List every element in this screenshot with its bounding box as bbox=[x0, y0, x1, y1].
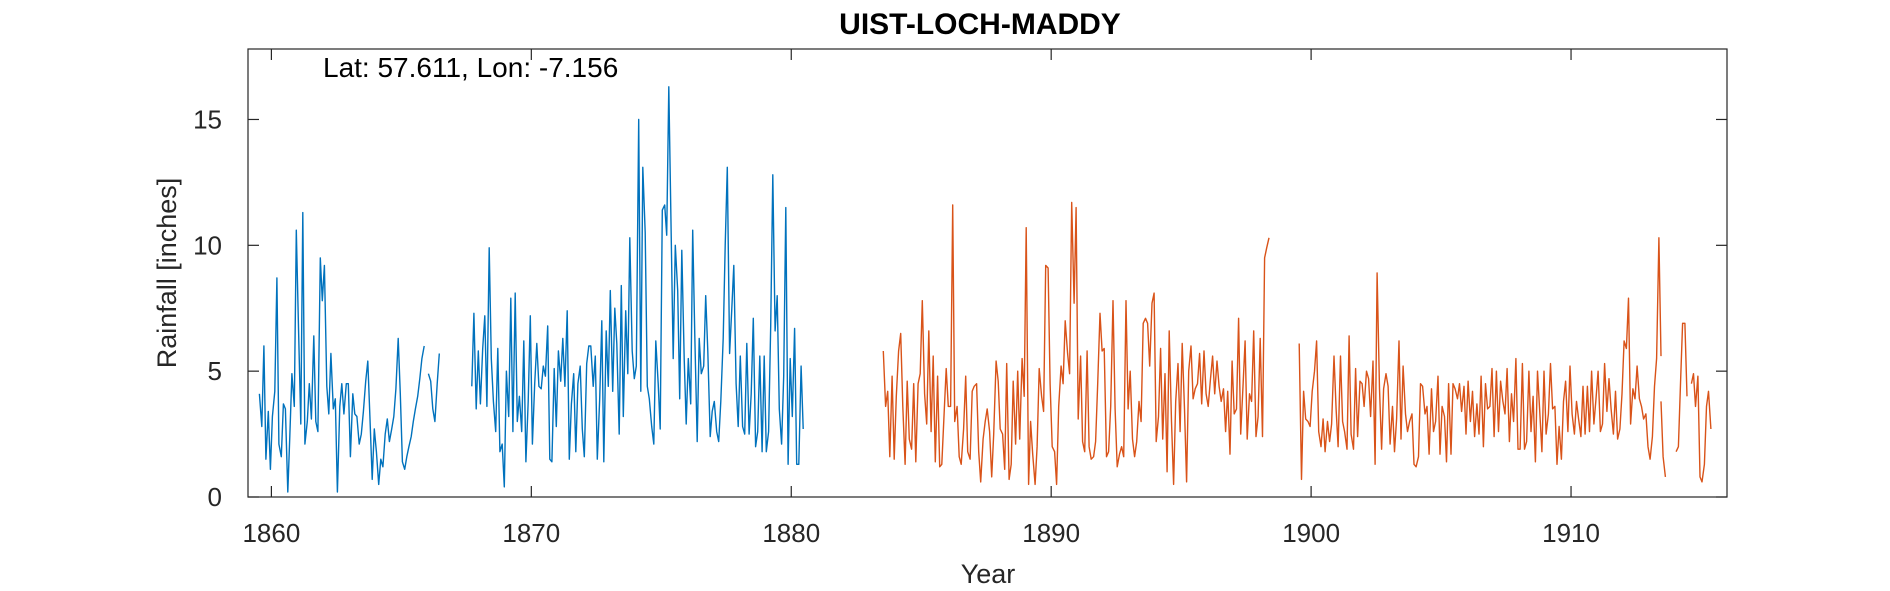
series-2-segment-5 bbox=[1690, 373, 1712, 483]
series-1-segment-3 bbox=[471, 86, 804, 488]
x-tick-label: 1900 bbox=[1282, 518, 1340, 548]
y-tick-label: 15 bbox=[193, 104, 222, 134]
chart-title: UIST-LOCH-MADDY bbox=[839, 8, 1121, 41]
x-tick-label: 1910 bbox=[1542, 518, 1600, 548]
x-tick-label: 1880 bbox=[762, 518, 820, 548]
plot-area bbox=[258, 86, 1712, 493]
y-tick-label: 5 bbox=[208, 356, 222, 386]
y-tick-label: 10 bbox=[193, 230, 222, 260]
y-tick-label: 0 bbox=[208, 482, 222, 512]
coordinates-annotation: Lat: 57.611, Lon: -7.156 bbox=[323, 52, 618, 83]
x-tick-label: 1870 bbox=[502, 518, 560, 548]
series-2-segment-4 bbox=[1675, 322, 1688, 452]
y-axis-label: Rainfall [inches] bbox=[152, 178, 182, 369]
series-2-segment-3 bbox=[1660, 401, 1667, 477]
series-1-segment-1 bbox=[258, 211, 425, 493]
x-tick-label: 1860 bbox=[242, 518, 300, 548]
series-2-segment-2 bbox=[1298, 237, 1662, 481]
axes-box bbox=[247, 48, 1728, 498]
series-1-segment-2 bbox=[427, 353, 440, 423]
x-axis-label: Year bbox=[961, 559, 1016, 589]
x-tick-label: 1890 bbox=[1022, 518, 1080, 548]
series-2-segment-1 bbox=[882, 201, 1270, 486]
axis-ticks: 1860 1870 1880 1890 1900 1910 0 5 10 15 bbox=[193, 49, 1727, 548]
